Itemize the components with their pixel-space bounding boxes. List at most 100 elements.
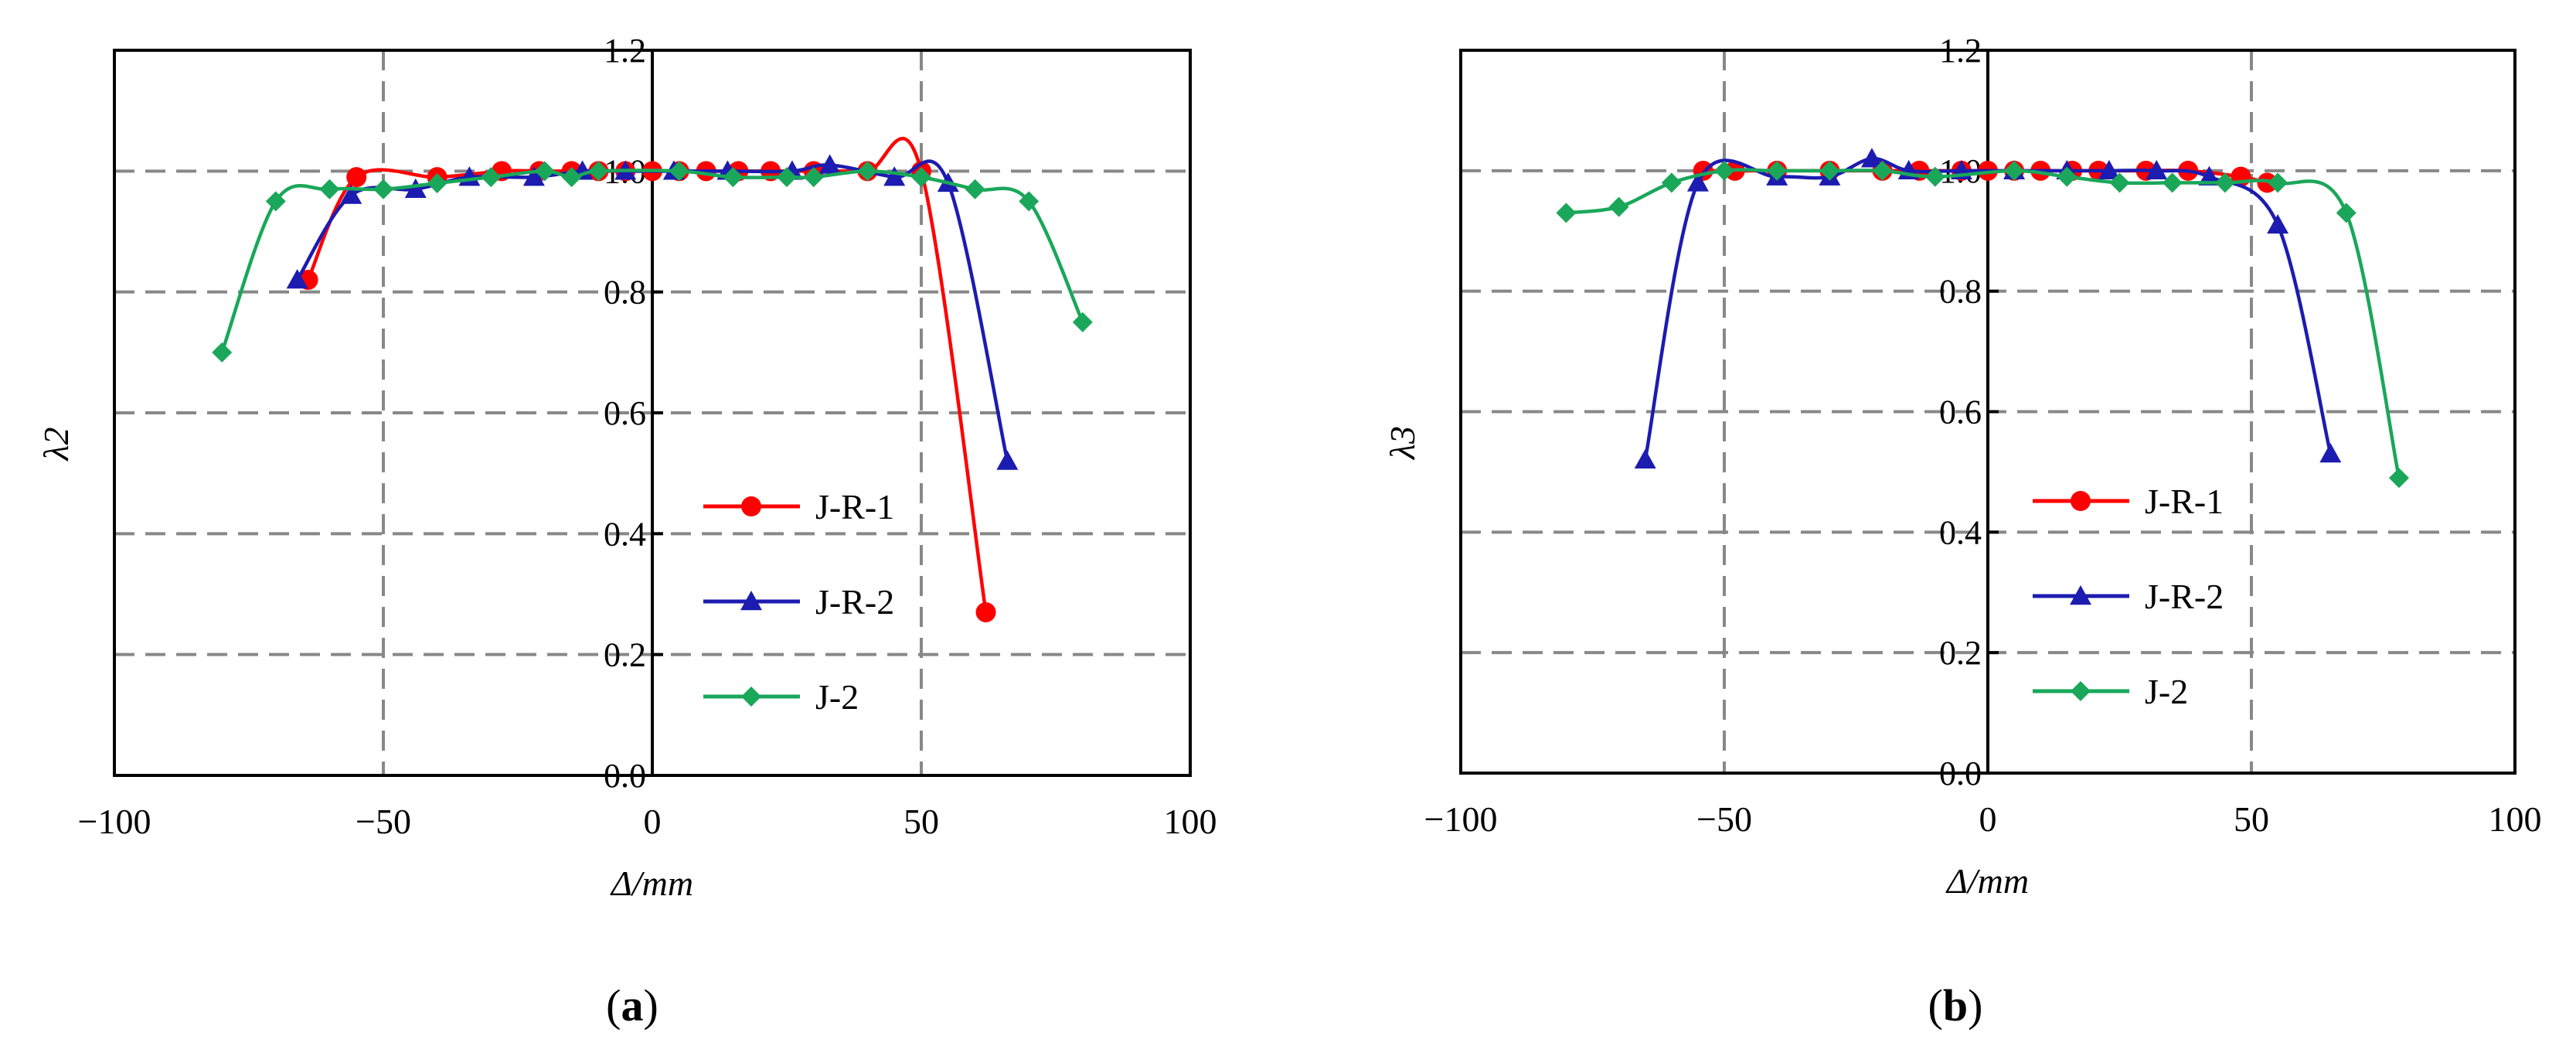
legend: J-R-1 J-R-2 J-2	[703, 487, 894, 717]
y-tick-label: 0.0	[1939, 755, 1982, 792]
data-point	[883, 166, 906, 186]
data-point	[2257, 172, 2278, 193]
data-point	[2057, 166, 2077, 187]
data-point	[2214, 172, 2235, 193]
y-axis-title: λ3	[1383, 426, 1422, 461]
data-point	[1556, 203, 1577, 223]
data-point	[1019, 191, 1040, 212]
data-point	[803, 167, 824, 188]
data-point	[965, 179, 985, 199]
data-point	[857, 161, 878, 182]
data-point	[777, 167, 797, 188]
data-point	[1767, 160, 1788, 181]
data-point	[2162, 172, 2183, 193]
x-tick-label: 100	[1164, 802, 1217, 841]
data-point	[2198, 165, 2220, 186]
legend-marker	[741, 496, 761, 516]
x-tick-label: −100	[1424, 799, 1498, 839]
x-tick-label: 50	[2234, 799, 2269, 839]
x-axis-title: Δ/mm	[1945, 861, 2029, 901]
x-tick-label: 0	[644, 802, 662, 841]
series-line	[1643, 156, 2333, 461]
data-point	[1661, 172, 1682, 193]
x-tick-label: −50	[1696, 799, 1752, 839]
legend-marker	[741, 687, 761, 707]
legend-label: J-2	[815, 677, 859, 717]
y-tick-label: 0.4	[1939, 513, 1982, 551]
legend-marker	[2071, 491, 2091, 511]
legend-label: J-R-1	[815, 487, 894, 526]
panel-label-a: (a)	[606, 980, 658, 1031]
data-point	[2146, 159, 2168, 180]
series-line	[220, 169, 1084, 353]
y-tick-label: 0.0	[604, 757, 646, 795]
data-point	[669, 161, 689, 182]
data-point	[1924, 166, 1945, 187]
series-J-2	[212, 161, 1093, 363]
legend-marker	[2071, 681, 2091, 701]
data-point	[373, 179, 393, 199]
data-point	[1072, 312, 1093, 332]
data-point	[319, 179, 340, 199]
data-point	[481, 167, 502, 188]
data-point	[2267, 213, 2289, 234]
series-line	[306, 136, 988, 613]
data-point	[1608, 196, 1629, 217]
x-tick-label: 100	[2489, 799, 2542, 839]
data-point	[1860, 148, 1883, 168]
data-point	[561, 167, 582, 188]
data-point	[534, 161, 555, 182]
data-point	[522, 166, 545, 186]
data-point	[1872, 160, 1893, 181]
data-point	[2319, 443, 2342, 463]
data-point	[2004, 160, 2025, 181]
data-point	[588, 161, 609, 182]
data-point	[404, 178, 427, 198]
legend-marker	[740, 591, 762, 611]
data-point	[1819, 160, 1840, 181]
chart-panel-a: 0.00.20.40.60.81.01.2−100−50050100Δ/mmλ2…	[36, 32, 1217, 903]
y-tick-label: 0.4	[604, 515, 646, 553]
y-tick-label: 0.2	[604, 636, 646, 674]
data-point	[911, 167, 931, 188]
legend-label: J-R-2	[815, 582, 894, 622]
y-axis-title: λ2	[36, 428, 76, 462]
panel-label-b: (b)	[1928, 980, 1983, 1031]
y-tick-label: 0.8	[1939, 273, 1982, 311]
y-tick-label: 1.2	[604, 32, 646, 70]
data-point	[286, 269, 308, 289]
data-point	[2268, 172, 2288, 193]
data-point	[265, 191, 286, 212]
data-point	[1686, 172, 1709, 192]
data-point	[427, 172, 447, 193]
x-axis-title: Δ/mm	[610, 864, 693, 903]
data-point	[212, 342, 233, 363]
x-tick-label: 50	[903, 802, 939, 841]
data-point	[723, 167, 744, 188]
data-point	[2109, 172, 2130, 193]
data-point	[2098, 159, 2120, 180]
data-point	[1714, 160, 1734, 181]
series-J-2	[1556, 160, 2409, 489]
legend-label: J-R-2	[2145, 577, 2224, 616]
legend: J-R-1 J-R-2 J-2	[2033, 482, 2224, 711]
data-point	[340, 184, 362, 204]
y-tick-label: 0.8	[604, 274, 646, 312]
data-point	[996, 450, 1019, 470]
legend-label: J-R-1	[2145, 482, 2224, 521]
data-point	[2336, 203, 2357, 223]
legend-label: J-2	[2145, 672, 2188, 711]
data-point	[975, 601, 996, 622]
x-tick-label: −100	[78, 802, 151, 841]
x-tick-label: 0	[1979, 799, 1997, 839]
data-point	[346, 167, 367, 188]
y-tick-label: 0.6	[1939, 394, 1982, 431]
y-tick-label: 1.2	[1939, 32, 1982, 70]
y-tick-label: 0.6	[604, 394, 646, 432]
series-J-R-1	[298, 136, 996, 622]
x-tick-label: −50	[356, 802, 411, 841]
data-point	[818, 154, 841, 174]
legend-marker	[2070, 585, 2091, 605]
y-tick-label: 0.2	[1939, 634, 1982, 672]
